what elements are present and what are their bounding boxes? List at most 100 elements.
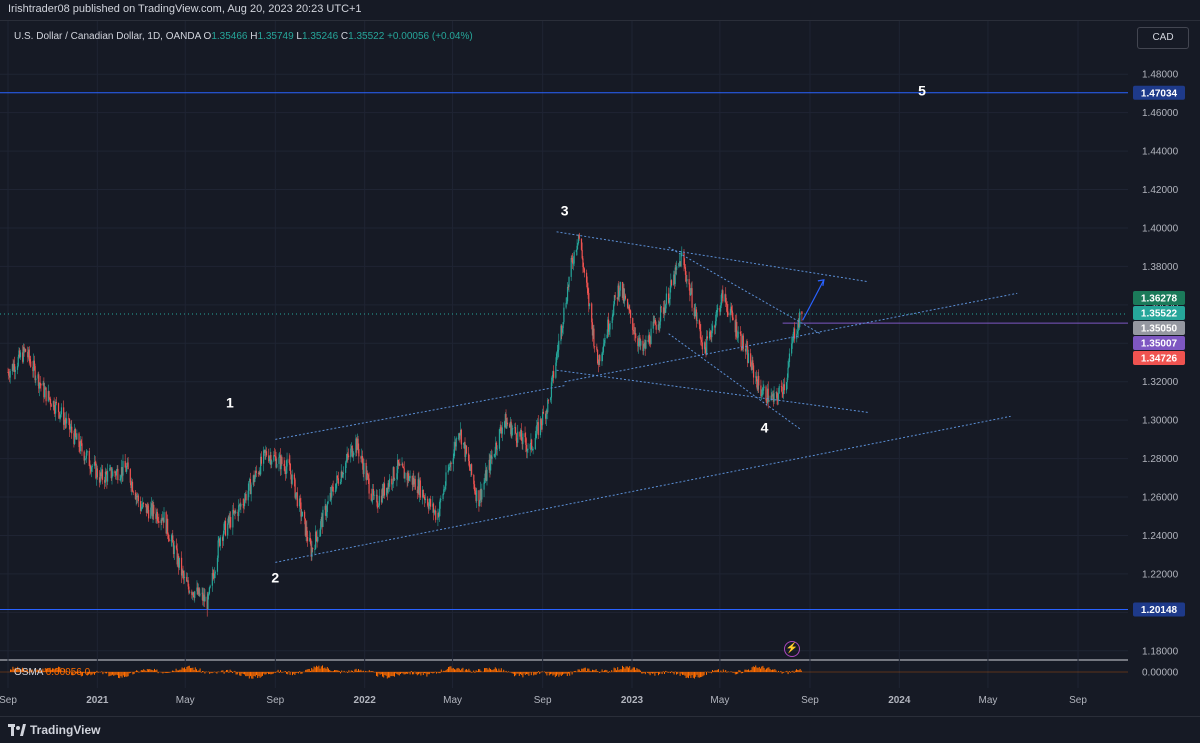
osma-bar bbox=[496, 669, 497, 672]
osma-bar bbox=[456, 668, 457, 672]
candle-body bbox=[106, 472, 107, 474]
close-value: 1.35522 bbox=[348, 31, 384, 42]
osma-bar bbox=[788, 672, 789, 674]
osma-bar bbox=[701, 672, 702, 677]
osma-bar bbox=[323, 668, 324, 672]
candle-body bbox=[342, 474, 343, 477]
osma-bar bbox=[552, 672, 553, 676]
price-tick-label: 1.48000 bbox=[1142, 70, 1179, 81]
osma-bar bbox=[328, 668, 329, 672]
candle-body bbox=[153, 505, 154, 514]
candle-body bbox=[553, 371, 554, 378]
candle-body bbox=[352, 455, 353, 456]
candle-body bbox=[788, 362, 789, 368]
osma-bar bbox=[755, 666, 756, 672]
osma-bar bbox=[747, 670, 748, 672]
candle-body bbox=[584, 268, 585, 272]
candle-body bbox=[17, 366, 18, 370]
osma-bar bbox=[766, 669, 767, 672]
osma-bar bbox=[737, 672, 738, 674]
candle-body bbox=[20, 352, 21, 357]
osma-bar bbox=[321, 666, 322, 672]
candle-body bbox=[511, 429, 512, 436]
candle-body bbox=[711, 331, 712, 338]
candle-body bbox=[782, 387, 783, 393]
candle-body bbox=[147, 506, 148, 510]
candle-body bbox=[484, 480, 485, 483]
candle-body bbox=[471, 464, 472, 475]
candle-body bbox=[525, 437, 526, 445]
candle-body bbox=[502, 427, 503, 433]
candle-body bbox=[628, 307, 629, 310]
price-tick-label: 1.38000 bbox=[1142, 262, 1179, 273]
candle-body bbox=[89, 466, 90, 469]
candle-body bbox=[120, 477, 121, 479]
price-tick-label: 1.44000 bbox=[1142, 147, 1179, 158]
candle-body bbox=[750, 353, 751, 366]
osma-bar bbox=[183, 668, 184, 672]
osma-bar bbox=[560, 672, 561, 675]
osma-bar bbox=[126, 672, 127, 677]
candle-body bbox=[322, 510, 323, 527]
candle-body bbox=[603, 346, 604, 353]
candle-body bbox=[771, 396, 772, 397]
candle-body bbox=[225, 521, 226, 536]
candle-body bbox=[700, 331, 701, 339]
osma-bar bbox=[258, 672, 259, 676]
osma-bar bbox=[467, 670, 468, 672]
osma-bar bbox=[549, 672, 550, 675]
osma-bar bbox=[449, 667, 450, 672]
lightning-icon[interactable]: ⚡ bbox=[784, 641, 800, 657]
candle-body bbox=[727, 311, 728, 315]
osma-bar bbox=[416, 672, 417, 674]
osma-bar bbox=[578, 669, 579, 672]
price-tick-label: 1.30000 bbox=[1142, 416, 1179, 427]
candle-body bbox=[583, 267, 584, 268]
candle-body bbox=[179, 558, 180, 568]
osma-bar bbox=[723, 669, 724, 672]
candle-body bbox=[789, 354, 790, 363]
candle-body bbox=[217, 558, 218, 572]
candle-body bbox=[638, 341, 639, 346]
osma-bar bbox=[539, 672, 540, 674]
candle-body bbox=[59, 415, 60, 418]
candle-body bbox=[18, 357, 19, 366]
candle-body bbox=[573, 264, 574, 265]
osma-bar bbox=[110, 672, 111, 676]
candle-body bbox=[326, 512, 327, 516]
candle-body bbox=[117, 469, 118, 480]
candle-body bbox=[535, 434, 536, 438]
candle-body bbox=[215, 572, 216, 574]
osma-bar bbox=[759, 667, 760, 672]
candle-body bbox=[163, 512, 164, 522]
candle-body bbox=[327, 504, 328, 512]
osma-bar bbox=[687, 672, 688, 678]
osma-bar bbox=[750, 670, 751, 672]
candle-body bbox=[48, 391, 49, 398]
osma-bar bbox=[329, 670, 330, 672]
osma-bar bbox=[418, 672, 419, 674]
osma-bar bbox=[579, 669, 580, 672]
currency-button[interactable]: CAD bbox=[1137, 27, 1189, 49]
osma-bar bbox=[255, 672, 256, 677]
candle-body bbox=[391, 479, 392, 485]
price-axis: 1.480001.460001.440001.420001.400001.380… bbox=[1128, 21, 1200, 716]
candle-body bbox=[331, 487, 332, 498]
time-tick-label: Sep bbox=[1069, 695, 1087, 706]
price-label-text: 1.36278 bbox=[1141, 294, 1178, 305]
candle-body bbox=[204, 597, 205, 602]
candle-body bbox=[78, 433, 79, 447]
osma-bar bbox=[704, 672, 705, 675]
candle-body bbox=[776, 392, 777, 398]
candle-body bbox=[445, 486, 446, 489]
tradingview-logo[interactable]: TradingView bbox=[8, 723, 100, 737]
candle-body bbox=[227, 523, 228, 535]
candle-body bbox=[245, 494, 246, 500]
osma-bar bbox=[699, 672, 700, 678]
osma-bar bbox=[118, 672, 119, 678]
candle-body bbox=[69, 419, 70, 430]
candle-body bbox=[527, 449, 528, 451]
osma-bar bbox=[563, 672, 564, 674]
candle-body bbox=[678, 263, 679, 266]
